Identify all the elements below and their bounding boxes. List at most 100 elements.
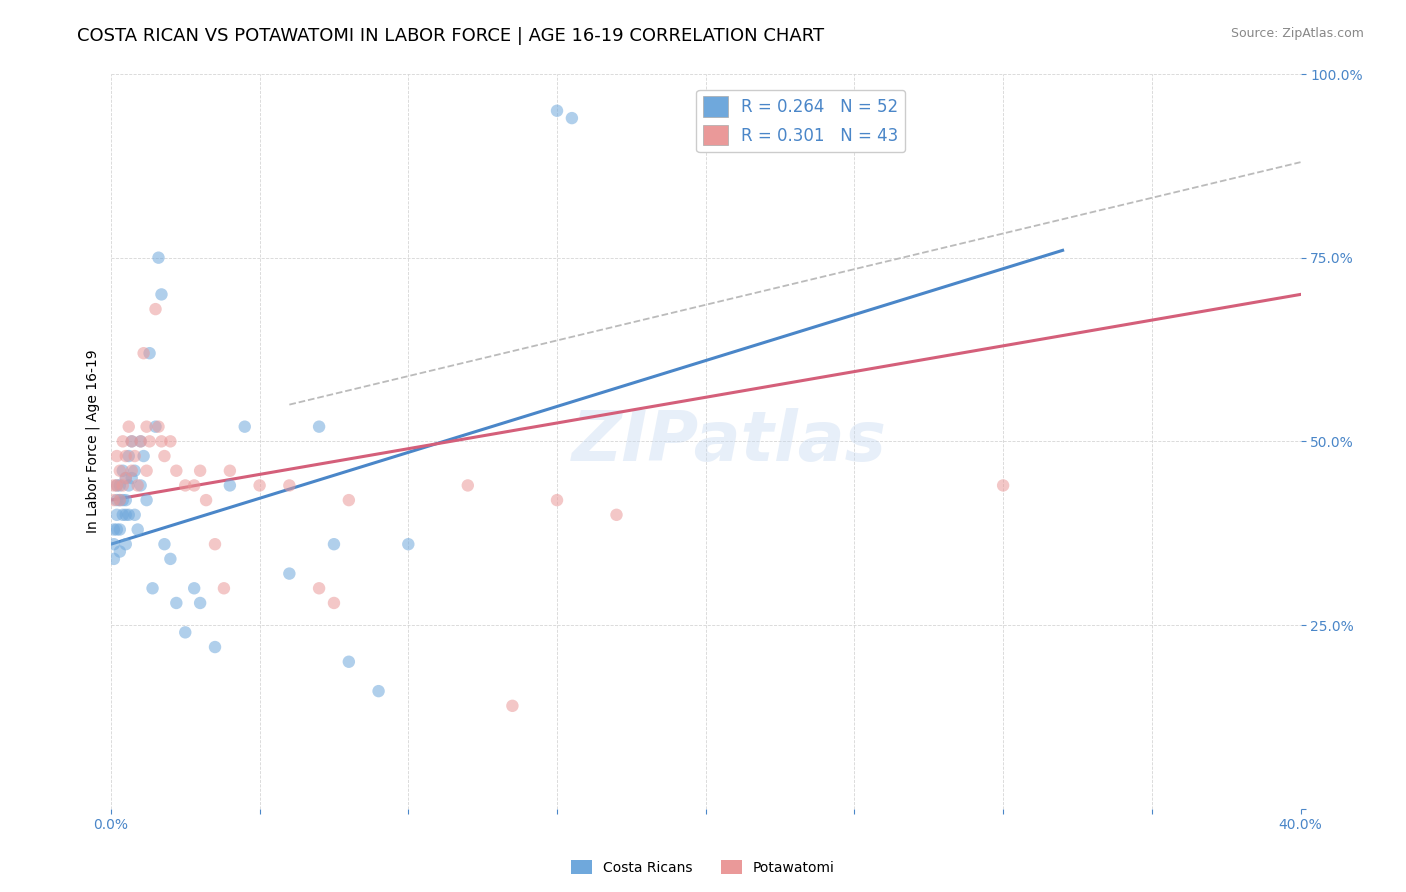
Point xyxy=(165,596,187,610)
Point xyxy=(114,493,136,508)
Point xyxy=(323,596,346,610)
Point xyxy=(132,346,155,360)
Text: ZIPatlas: ZIPatlas xyxy=(572,408,887,475)
Point xyxy=(129,434,152,449)
Point xyxy=(129,478,152,492)
Point xyxy=(278,566,301,581)
Y-axis label: In Labor Force | Age 16-19: In Labor Force | Age 16-19 xyxy=(86,350,100,533)
Point xyxy=(121,464,143,478)
Point xyxy=(278,478,301,492)
Point xyxy=(188,464,211,478)
Point xyxy=(105,508,128,522)
Text: Source: ZipAtlas.com: Source: ZipAtlas.com xyxy=(1230,27,1364,40)
Point xyxy=(308,419,330,434)
Point xyxy=(132,449,155,463)
Point xyxy=(153,537,176,551)
Legend: R = 0.264   N = 52, R = 0.301   N = 43: R = 0.264 N = 52, R = 0.301 N = 43 xyxy=(696,90,905,152)
Point xyxy=(323,537,346,551)
Point xyxy=(195,493,218,508)
Point xyxy=(148,419,170,434)
Point xyxy=(218,478,240,492)
Point xyxy=(153,449,176,463)
Point xyxy=(121,434,143,449)
Point xyxy=(124,508,146,522)
Point xyxy=(546,493,568,508)
Point xyxy=(118,419,141,434)
Point xyxy=(127,523,149,537)
Point xyxy=(145,302,167,317)
Point xyxy=(105,523,128,537)
Point xyxy=(118,508,141,522)
Point xyxy=(159,552,181,566)
Point xyxy=(105,449,128,463)
Point xyxy=(105,493,128,508)
Point xyxy=(188,596,211,610)
Point xyxy=(105,478,128,492)
Point xyxy=(121,471,143,485)
Text: COSTA RICAN VS POTAWATOMI IN LABOR FORCE | AGE 16-19 CORRELATION CHART: COSTA RICAN VS POTAWATOMI IN LABOR FORCE… xyxy=(77,27,824,45)
Point xyxy=(212,582,235,596)
Point xyxy=(337,655,360,669)
Point xyxy=(111,464,134,478)
Point xyxy=(991,478,1014,492)
Point xyxy=(501,698,523,713)
Point xyxy=(111,493,134,508)
Point xyxy=(108,493,131,508)
Point xyxy=(111,508,134,522)
Point xyxy=(183,582,205,596)
Point xyxy=(114,508,136,522)
Point xyxy=(165,464,187,478)
Point xyxy=(114,449,136,463)
Point xyxy=(103,478,125,492)
Point xyxy=(105,478,128,492)
Point xyxy=(103,537,125,551)
Point xyxy=(233,419,256,434)
Point xyxy=(249,478,271,492)
Point xyxy=(145,419,167,434)
Point xyxy=(308,582,330,596)
Point xyxy=(204,537,226,551)
Point xyxy=(150,287,173,301)
Point xyxy=(204,640,226,654)
Point xyxy=(124,464,146,478)
Point xyxy=(367,684,389,698)
Point xyxy=(396,537,419,551)
Point xyxy=(114,471,136,485)
Point xyxy=(457,478,479,492)
Point xyxy=(127,478,149,492)
Point xyxy=(121,434,143,449)
Point xyxy=(183,478,205,492)
Point xyxy=(124,449,146,463)
Point xyxy=(118,478,141,492)
Point xyxy=(218,464,240,478)
Point xyxy=(103,493,125,508)
Point xyxy=(174,478,197,492)
Point xyxy=(135,419,157,434)
Point xyxy=(114,471,136,485)
Point xyxy=(148,251,170,265)
Point xyxy=(150,434,173,449)
Point xyxy=(114,537,136,551)
Point xyxy=(174,625,197,640)
Point xyxy=(108,493,131,508)
Point xyxy=(108,544,131,558)
Point xyxy=(108,523,131,537)
Legend: Costa Ricans, Potawatomi: Costa Ricans, Potawatomi xyxy=(567,855,839,880)
Point xyxy=(135,464,157,478)
Point xyxy=(605,508,627,522)
Point xyxy=(337,493,360,508)
Point xyxy=(135,493,157,508)
Point xyxy=(141,582,163,596)
Point xyxy=(111,434,134,449)
Point xyxy=(108,478,131,492)
Point xyxy=(138,346,160,360)
Point xyxy=(561,111,583,125)
Point xyxy=(111,478,134,492)
Point xyxy=(129,434,152,449)
Point xyxy=(108,464,131,478)
Point xyxy=(546,103,568,118)
Point xyxy=(159,434,181,449)
Point xyxy=(138,434,160,449)
Point xyxy=(103,552,125,566)
Point xyxy=(118,449,141,463)
